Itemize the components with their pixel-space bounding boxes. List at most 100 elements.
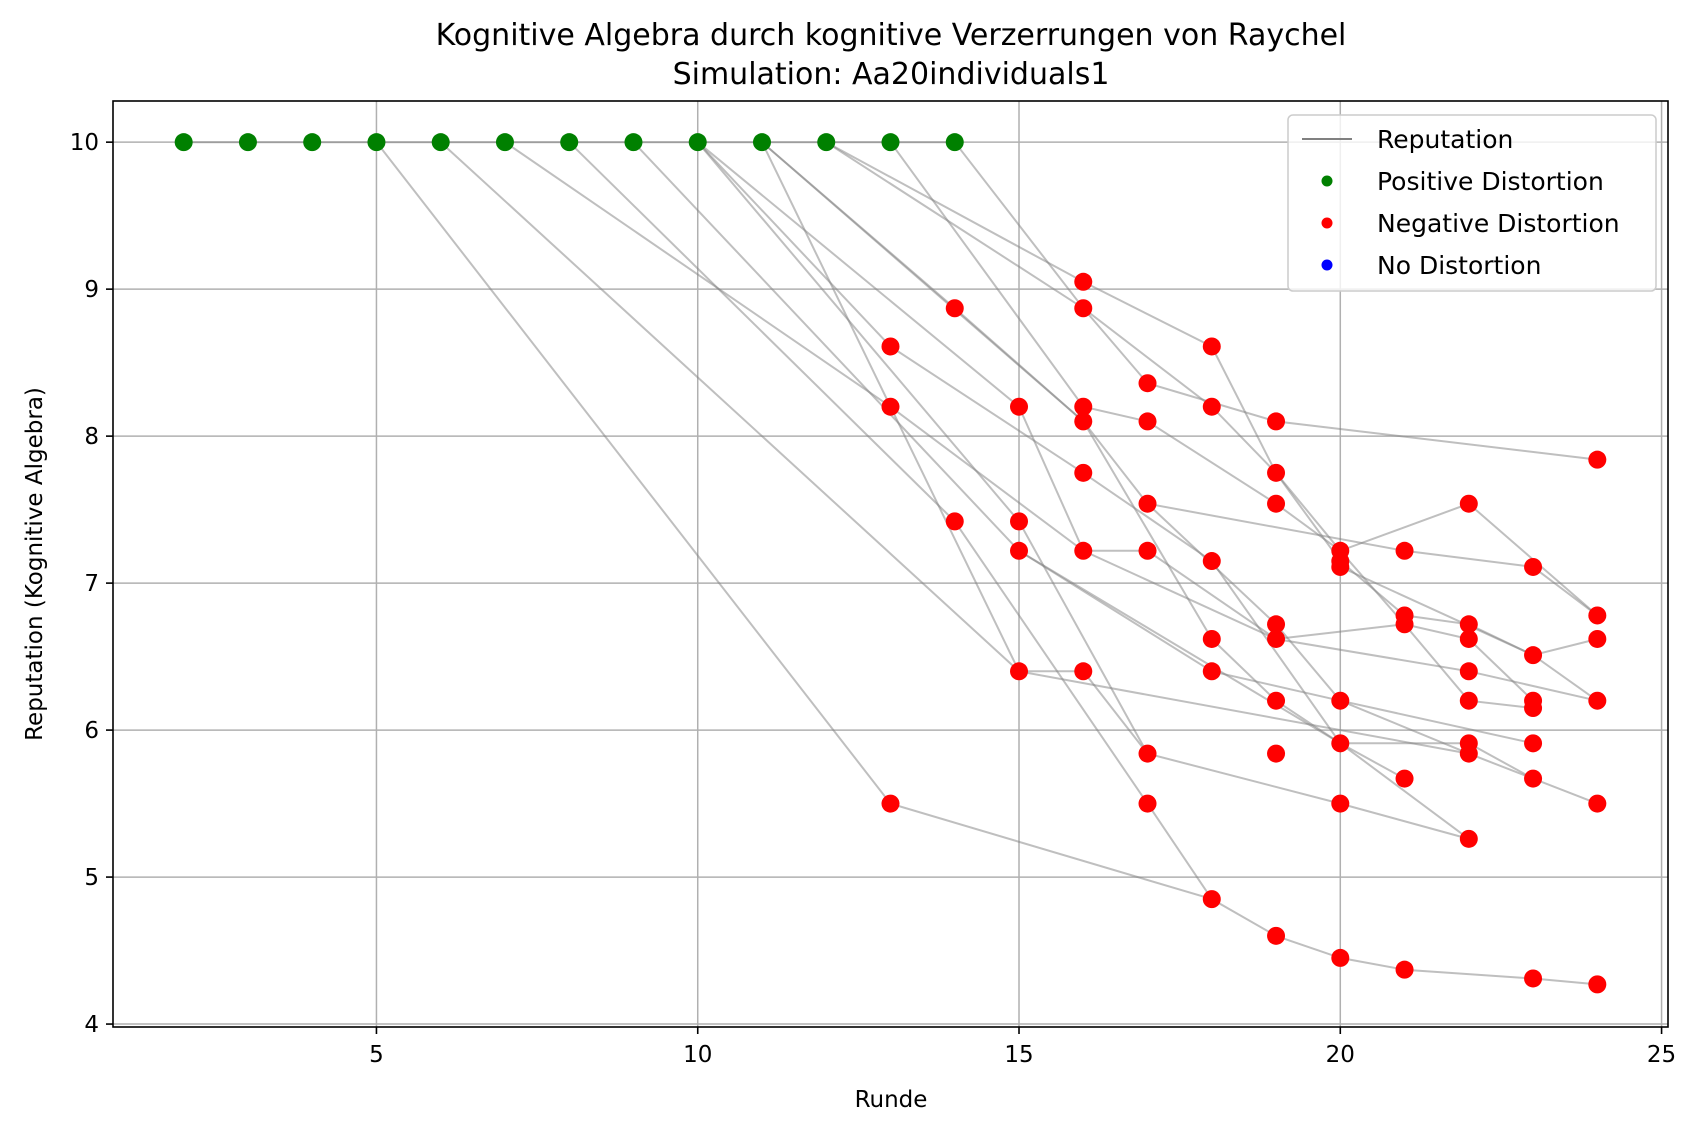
x-axis-label: Runde <box>855 1087 928 1113</box>
negative-distortion-point <box>1459 615 1478 634</box>
legend-label-positive: Positive Distortion <box>1377 167 1604 196</box>
negative-distortion-point <box>1010 397 1029 416</box>
negative-distortion-point <box>1202 397 1221 416</box>
positive-distortion-point <box>817 133 836 152</box>
y-tick-label: 8 <box>84 424 99 450</box>
y-axis-label: Reputation (Kognitive Algebra) <box>22 387 48 741</box>
negative-distortion-point <box>1267 691 1286 710</box>
negative-distortion-point <box>1074 541 1093 560</box>
negative-distortion-point <box>1459 744 1478 763</box>
negative-distortion-point <box>1202 629 1221 648</box>
negative-distortion-point <box>1074 272 1093 291</box>
legend-box <box>1287 114 1657 292</box>
positive-distortion-point <box>303 133 322 152</box>
negative-distortion-point <box>1588 450 1607 469</box>
axis-ticks: 5 10 15 20 25 4 5 6 7 8 9 10 <box>70 130 1676 1068</box>
negative-distortion-point <box>1524 699 1543 718</box>
reputation-line <box>825 141 1534 709</box>
negative-distortion-point <box>1588 975 1607 994</box>
negative-distortion-point <box>1459 629 1478 648</box>
negative-distortion-point <box>1138 794 1157 813</box>
negative-distortion-point <box>1524 646 1543 665</box>
negative-distortion-point <box>1395 615 1414 634</box>
data-points <box>174 133 1607 994</box>
negative-distortion-point <box>1202 552 1221 571</box>
negative-distortion-point <box>1074 463 1093 482</box>
negative-distortion-point <box>1395 541 1414 560</box>
negative-distortion-point <box>1267 412 1286 431</box>
positive-distortion-point <box>752 133 771 152</box>
positive-distortion-point <box>431 133 450 152</box>
negative-distortion-point <box>1267 463 1286 482</box>
legend-label-reputation: Reputation <box>1377 125 1513 154</box>
chart-subtitle: Simulation: Aa20individuals1 <box>673 57 1110 92</box>
y-tick-label: 6 <box>84 718 99 744</box>
reputation-line <box>375 141 1598 986</box>
negative-distortion-point <box>1588 629 1607 648</box>
negative-distortion-point <box>1524 734 1543 753</box>
negative-distortion-point <box>1588 606 1607 625</box>
positive-distortion-point <box>560 133 579 152</box>
reputation-line <box>568 141 1213 900</box>
negative-distortion-point <box>1524 557 1543 576</box>
negative-distortion-point <box>1459 829 1478 848</box>
negative-distortion-point <box>1395 960 1414 979</box>
negative-distortion-point <box>1395 769 1414 788</box>
negative-distortion-point <box>1010 512 1029 531</box>
negative-distortion-point <box>1202 662 1221 681</box>
legend-label-none: No Distortion <box>1377 251 1541 280</box>
y-tick-label: 9 <box>84 277 99 303</box>
negative-distortion-point <box>1010 541 1029 560</box>
negative-distortion-point <box>1202 337 1221 356</box>
positive-distortion-point <box>624 133 643 152</box>
negative-distortion-point <box>1331 557 1350 576</box>
legend-positive-swatch <box>1321 175 1333 187</box>
reputation-line <box>1147 502 1598 617</box>
negative-distortion-point <box>1138 494 1157 513</box>
y-tick-label: 4 <box>84 1012 99 1038</box>
y-tick-label: 5 <box>84 865 99 891</box>
positive-distortion-point <box>367 133 386 152</box>
negative-distortion-point <box>1267 744 1286 763</box>
reputation-line <box>696 141 1470 840</box>
negative-distortion-point <box>1524 769 1543 788</box>
negative-distortion-point <box>1138 541 1157 560</box>
y-tick-label: 10 <box>70 130 99 156</box>
chart-title: Kognitive Algebra durch kognitive Verzer… <box>436 18 1347 53</box>
legend: Reputation Positive Distortion Negative … <box>1287 114 1657 292</box>
positive-distortion-point <box>495 133 514 152</box>
reputation-line <box>632 141 1405 780</box>
negative-distortion-point <box>1010 662 1029 681</box>
negative-distortion-point <box>1331 948 1350 967</box>
positive-distortion-point <box>945 133 964 152</box>
positive-distortion-point <box>238 133 257 152</box>
positive-distortion-point <box>174 133 193 152</box>
negative-distortion-point <box>945 512 964 531</box>
negative-distortion-point <box>1588 794 1607 813</box>
negative-distortion-point <box>881 794 900 813</box>
negative-distortion-point <box>1074 412 1093 431</box>
negative-distortion-point <box>881 337 900 356</box>
negative-distortion-point <box>1588 691 1607 710</box>
negative-distortion-point <box>1267 615 1286 634</box>
negative-distortion-point <box>1202 890 1221 909</box>
negative-distortion-point <box>1074 397 1093 416</box>
negative-distortion-point <box>1138 412 1157 431</box>
reputation-line <box>761 141 1534 780</box>
reputation-line <box>504 141 1598 702</box>
negative-distortion-point <box>1331 691 1350 710</box>
negative-distortion-point <box>1267 926 1286 945</box>
negative-distortion-point <box>945 299 964 318</box>
x-tick-label: 25 <box>1647 1042 1676 1068</box>
legend-none-swatch <box>1321 259 1333 271</box>
negative-distortion-point <box>1267 629 1286 648</box>
x-tick-label: 10 <box>683 1042 712 1068</box>
reputation-line <box>1018 549 1534 745</box>
negative-distortion-point <box>1138 374 1157 393</box>
negative-distortion-point <box>1524 969 1543 988</box>
negative-distortion-point <box>1459 691 1478 710</box>
negative-distortion-point <box>1074 299 1093 318</box>
x-tick-label: 15 <box>1004 1042 1033 1068</box>
negative-distortion-point <box>1267 494 1286 513</box>
